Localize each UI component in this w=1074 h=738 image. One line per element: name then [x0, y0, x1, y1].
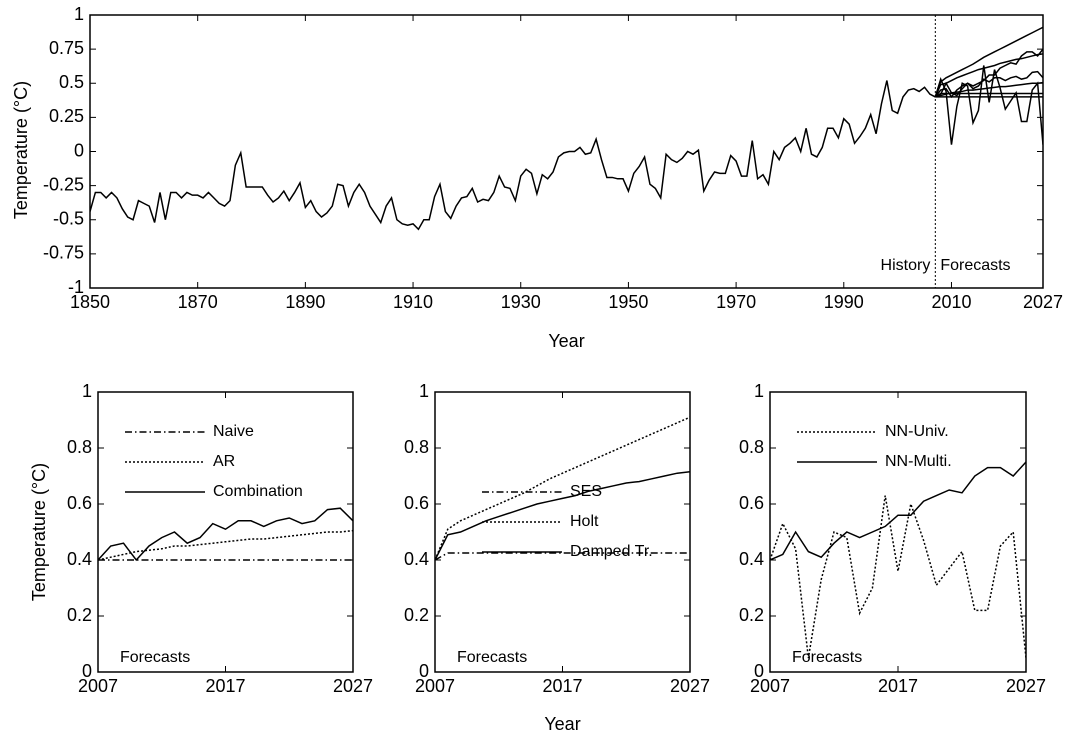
legend-label: SES	[570, 483, 602, 500]
y-tick-label: 0	[419, 661, 429, 681]
series-line	[435, 552, 690, 561]
plot-frame	[769, 391, 1027, 673]
series-line	[435, 416, 690, 561]
y-tick-label: 0.75	[49, 38, 84, 58]
x-tick-label: 2027	[333, 676, 373, 696]
plot-frame	[97, 391, 354, 673]
x-tick-label: 2007	[750, 676, 790, 696]
y-axis-label: Temperature (°C)	[11, 81, 31, 219]
x-tick-label: 2027	[1006, 676, 1046, 696]
y-tick-label: 0.4	[739, 549, 764, 569]
x-tick-label: 2017	[878, 676, 918, 696]
forecast-line	[934, 65, 1043, 145]
series-line	[98, 529, 353, 561]
x-tick-label: 2017	[542, 676, 582, 696]
annotation: Forecasts	[792, 649, 862, 666]
x-tick-label: 2017	[205, 676, 245, 696]
x-tick-label: 1910	[393, 292, 433, 312]
x-tick-label: 1890	[285, 292, 325, 312]
forecast-line	[934, 53, 1043, 98]
x-tick-label: 1970	[716, 292, 756, 312]
y-tick-label: 0.8	[67, 437, 92, 457]
y-tick-label: 0	[74, 140, 84, 160]
y-tick-label: 0	[754, 661, 764, 681]
series-line	[98, 507, 353, 562]
y-tick-label: 0.8	[739, 437, 764, 457]
x-axis-label: Year	[548, 331, 584, 351]
x-tick-label: 1990	[824, 292, 864, 312]
y-tick-label: 1	[754, 381, 764, 401]
forecast-line	[934, 48, 1043, 98]
legend-label: Naive	[213, 423, 254, 440]
y-tick-label: 1	[82, 381, 92, 401]
x-tick-label: 1870	[178, 292, 218, 312]
y-tick-label: 0.8	[404, 437, 429, 457]
legend-label: NN-Univ.	[885, 423, 949, 440]
forecast-line	[934, 70, 1043, 99]
legend-label: Holt	[570, 513, 599, 530]
y-tick-label: 0.2	[67, 605, 92, 625]
y-tick-label: 0.25	[49, 106, 84, 126]
y-tick-label: -0.25	[43, 174, 84, 194]
legend-label: Combination	[213, 483, 303, 500]
y-tick-label: 1	[74, 4, 84, 24]
forecast-line	[935, 81, 1043, 98]
y-tick-label: -0.75	[43, 243, 84, 263]
series-line	[770, 495, 1026, 659]
series-line	[435, 471, 690, 561]
y-tick-label: 0	[82, 661, 92, 681]
annotation: Forecasts	[940, 257, 1010, 274]
forecast-line	[934, 26, 1043, 98]
x-tick-label: 2007	[415, 676, 455, 696]
y-tick-label: 0.4	[404, 549, 429, 569]
y-tick-label: 0.6	[67, 493, 92, 513]
plot-frame	[434, 391, 691, 673]
x-tick-label: 1950	[608, 292, 648, 312]
annotation: Forecasts	[120, 649, 190, 666]
y-tick-label: 0.6	[404, 493, 429, 513]
legend-label: NN-Multi.	[885, 453, 952, 470]
y-tick-label: -1	[68, 277, 84, 297]
series-line	[770, 461, 1026, 561]
x-tick-label: 2010	[931, 292, 971, 312]
y-tick-label: 0.5	[59, 72, 84, 92]
x-tick-label: 1850	[70, 292, 110, 312]
series-line	[90, 80, 936, 231]
y-tick-label: -0.5	[53, 209, 84, 229]
x-tick-label: 1930	[501, 292, 541, 312]
y-tick-label: 0.4	[67, 549, 92, 569]
y-tick-label: 0.6	[739, 493, 764, 513]
legend-label: Damped Tr.	[570, 543, 653, 560]
plot-frame	[89, 14, 1044, 289]
x-axis-label: Year	[544, 714, 580, 734]
y-tick-label: 1	[419, 381, 429, 401]
y-tick-label: 0.2	[739, 605, 764, 625]
x-tick-label: 2027	[1023, 292, 1063, 312]
y-axis-label: Temperature (°C)	[29, 463, 49, 601]
annotation: History	[881, 257, 931, 274]
annotation: Forecasts	[457, 649, 527, 666]
legend-label: AR	[213, 453, 235, 470]
x-tick-label: 2007	[78, 676, 118, 696]
x-tick-label: 2027	[670, 676, 710, 696]
y-tick-label: 0.2	[404, 605, 429, 625]
